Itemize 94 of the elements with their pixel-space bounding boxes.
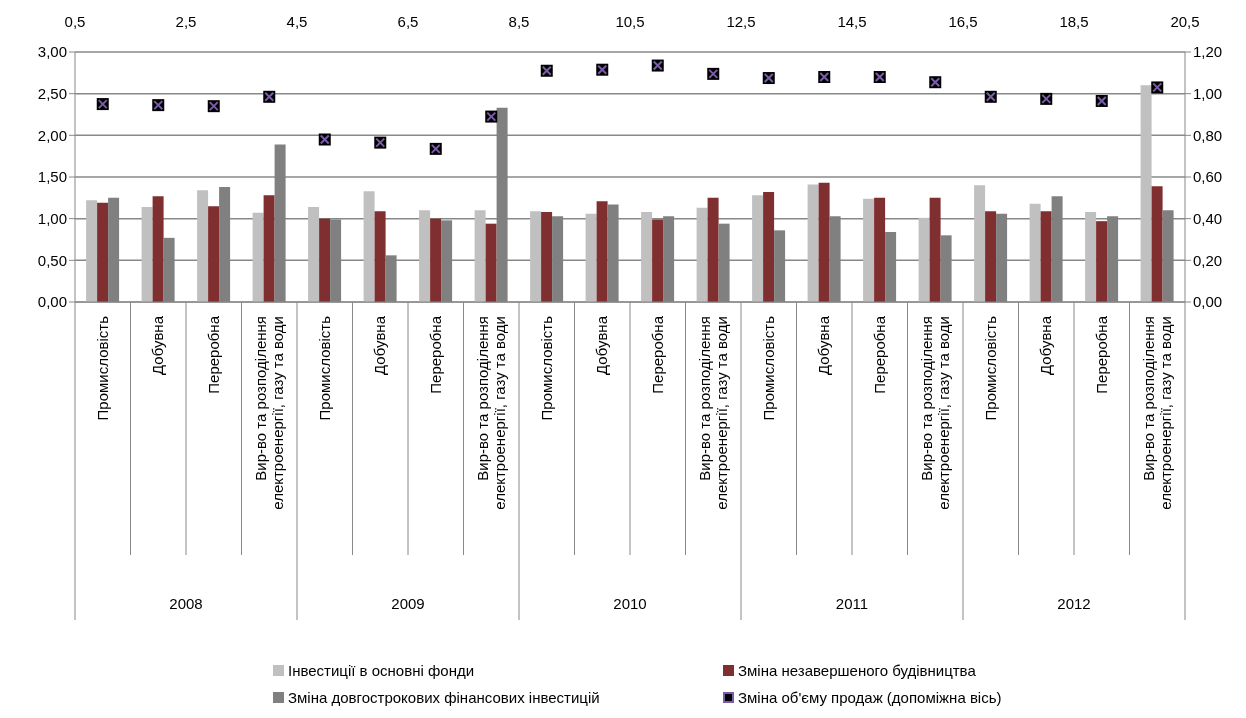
x2-tick-label: 2,5 (175, 13, 197, 30)
bar (541, 212, 553, 302)
x-tick-label: Добувна (149, 315, 167, 376)
x-tick-label: Промисловість (759, 315, 777, 421)
x-tick-label: Промисловість (315, 315, 333, 421)
y-tick-label: 1,00 (37, 209, 67, 227)
x-tick-label: Промисловість (537, 315, 555, 421)
bar (641, 212, 653, 302)
bar (752, 195, 764, 302)
bar (696, 207, 708, 302)
bar (263, 195, 275, 302)
x2-tick-label: 4,5 (286, 13, 308, 30)
x2-tick-label: 10,5 (615, 13, 645, 30)
text: 2009 (391, 595, 425, 612)
bar (419, 210, 431, 302)
bar (86, 200, 98, 302)
bar (1029, 203, 1041, 302)
bar (530, 211, 542, 302)
legend-label: Інвестиції в основні фонди (288, 662, 475, 679)
bar (374, 211, 386, 302)
x-tick-label: Добувна (593, 315, 611, 376)
bar (596, 201, 608, 302)
bar (1040, 211, 1052, 302)
bar (652, 219, 664, 302)
y-tick-label: 2,00 (37, 126, 67, 144)
x-tick-label: Добувна (1037, 315, 1055, 376)
bar (985, 211, 997, 302)
x-tick-label: Промисловість (981, 315, 999, 421)
text: 2011 (835, 595, 869, 612)
x-tick-label: Вир-во та розподілення електроенергії, газу та води (251, 316, 286, 510)
bar (252, 212, 264, 302)
y2-tick-label: 1,20 (1193, 43, 1223, 61)
bar (197, 190, 209, 302)
y2-tick-label: 1,00 (1193, 84, 1223, 102)
y-tick-label: 3,00 (37, 43, 67, 61)
x2-tick-label: 6,5 (397, 13, 419, 30)
bar (208, 206, 220, 302)
legend-label: Зміна незавершеного будівництва (738, 662, 976, 679)
x2-tick-label: 8,5 (508, 13, 530, 30)
y2-tick-label: 0,00 (1193, 293, 1223, 311)
y2-tick-label: 0,60 (1193, 168, 1223, 186)
legend-label: Зміна об'єму продаж (допоміжна вісь) (738, 689, 1002, 706)
bar (430, 218, 442, 302)
y2-tick-label: 0,80 (1193, 126, 1223, 144)
x2-tick-label: 14,5 (837, 13, 867, 30)
bar (585, 213, 597, 302)
bar (97, 202, 109, 302)
text: 2010 (613, 595, 647, 612)
x2-tick-label: 16,5 (948, 13, 978, 30)
bar (152, 196, 164, 302)
bar (141, 207, 153, 302)
y-tick-label: 2,50 (37, 84, 67, 102)
x-tick-label: Переробна (648, 315, 666, 394)
bar (874, 197, 886, 302)
text: 2008 (169, 595, 203, 612)
bar (474, 210, 486, 302)
bar (707, 197, 719, 302)
y2-tick-label: 0,40 (1193, 209, 1223, 227)
x-tick-label: Переробна (870, 315, 888, 394)
bar (319, 218, 331, 302)
bar (763, 192, 775, 302)
bar (974, 185, 986, 302)
x2-tick-label: 18,5 (1059, 13, 1089, 30)
bar (1151, 186, 1163, 302)
bar (929, 197, 941, 302)
bar (485, 223, 497, 302)
x2-tick-label: 20,5 (1170, 13, 1200, 30)
x-tick-label: Промисловість (93, 315, 111, 421)
text: 2012 (1057, 595, 1091, 612)
x-tick-label: Переробна (426, 315, 444, 394)
x-tick-label: Переробна (1092, 315, 1110, 394)
x-tick-label: Вир-во та розподілення електроенергії, газу та води (473, 316, 508, 510)
bar (918, 217, 930, 302)
bar (1096, 221, 1108, 302)
x-tick-label: Вир-во та розподілення електроенергії, газу та води (917, 316, 952, 510)
y-tick-label: 0,50 (37, 251, 67, 269)
y2-tick-label: 0,20 (1193, 251, 1223, 269)
bar (308, 207, 320, 302)
bar (363, 191, 375, 302)
bar (807, 184, 819, 302)
y-tick-label: 1,50 (37, 168, 67, 186)
bar (1085, 212, 1097, 302)
bar (1140, 85, 1152, 302)
x-tick-label: Вир-во та розподілення електроенергії, газу та води (695, 316, 730, 510)
x-tick-label: Добувна (815, 315, 833, 376)
bar (818, 182, 830, 302)
y-tick-label: 0,00 (37, 293, 67, 311)
x2-tick-label: 12,5 (726, 13, 756, 30)
x-tick-label: Вир-во та розподілення електроенергії, газу та води (1139, 316, 1174, 510)
legend-label: Зміна довгострокових фінансових інвестицій (288, 689, 600, 706)
x-tick-label: Добувна (371, 315, 389, 376)
x2-tick-label: 0,5 (64, 13, 86, 30)
bar (863, 198, 875, 302)
x-tick-label: Переробна (204, 315, 222, 394)
